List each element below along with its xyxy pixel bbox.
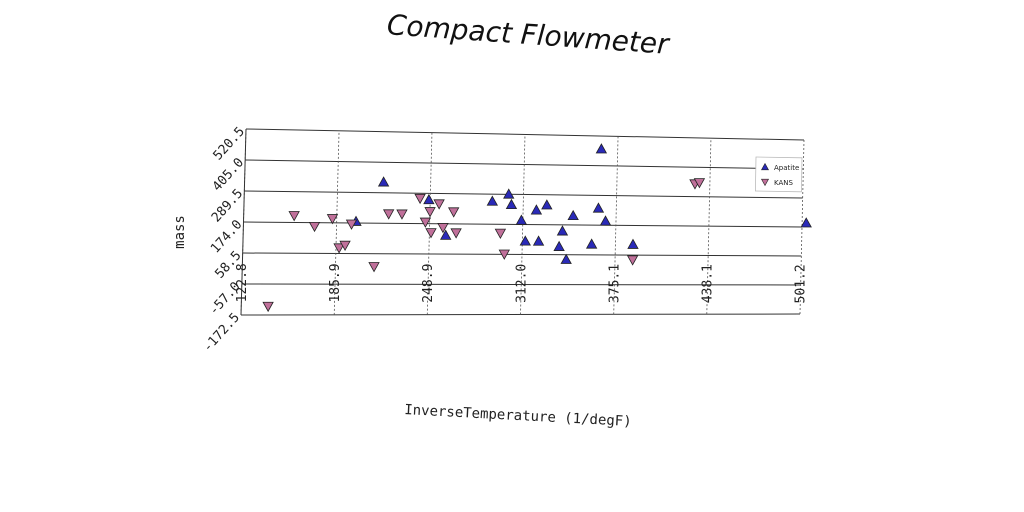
y-axis-spine bbox=[240, 128, 247, 316]
plot-area: -172.5-57.058.5174.0289.5405.0520.5122.8… bbox=[200, 124, 812, 355]
kans-point bbox=[425, 228, 437, 239]
kans-point bbox=[450, 228, 462, 239]
kans-point bbox=[262, 301, 274, 313]
apatite-point bbox=[486, 195, 499, 206]
kans-point bbox=[433, 199, 445, 210]
legend-box bbox=[754, 156, 803, 193]
apatite-point bbox=[505, 198, 518, 210]
y-tick-label: 289.5 bbox=[209, 186, 246, 225]
apatite-point bbox=[377, 176, 390, 187]
apatite-point bbox=[800, 217, 812, 228]
kans-point bbox=[448, 207, 460, 218]
x-tick-label: 501.2 bbox=[794, 264, 809, 303]
kans-point bbox=[424, 207, 436, 218]
apatite-point bbox=[595, 143, 608, 154]
apatite-point bbox=[553, 240, 565, 251]
x-axis-label: InverseTemperature (1/degF) bbox=[404, 402, 632, 430]
legend-label-apatite: Apatite bbox=[774, 164, 799, 172]
kans-point bbox=[308, 221, 321, 233]
kans-point bbox=[626, 255, 639, 266]
kans-point bbox=[498, 249, 510, 260]
v-gridline bbox=[799, 139, 805, 315]
x-tick-label: 122.8 bbox=[235, 263, 250, 302]
v-gridline bbox=[706, 138, 712, 315]
kans-point bbox=[383, 209, 395, 220]
kans-point bbox=[437, 223, 449, 234]
kans-point bbox=[326, 214, 339, 225]
apatite-point bbox=[515, 214, 528, 225]
y-tick-label: -172.5 bbox=[200, 310, 243, 355]
v-gridline bbox=[333, 130, 340, 315]
v-gridline bbox=[613, 136, 619, 315]
apatite-point bbox=[556, 225, 569, 236]
apatite-point bbox=[567, 209, 579, 221]
kans-point bbox=[339, 240, 351, 252]
kans-point bbox=[494, 228, 507, 239]
x-tick-label: 312.0 bbox=[514, 264, 529, 303]
apatite-point bbox=[541, 199, 553, 210]
x-tick-label: 375.1 bbox=[607, 264, 622, 303]
x-tick-label: 185.9 bbox=[328, 263, 343, 302]
kans-point bbox=[419, 217, 432, 228]
apatite-point bbox=[530, 204, 543, 215]
kans-point bbox=[396, 209, 408, 220]
x-tick-label: 438.1 bbox=[701, 264, 716, 303]
y-axis-label: mass bbox=[172, 215, 188, 249]
x-tick-label: 248.9 bbox=[421, 264, 436, 303]
chart-title: Compact Flowmeter bbox=[386, 8, 671, 61]
y-tick-label: 520.5 bbox=[211, 124, 248, 163]
apatite-point bbox=[599, 215, 612, 226]
apatite-point bbox=[519, 235, 531, 246]
apatite-point bbox=[532, 235, 545, 246]
legend: Apatite KANS bbox=[754, 156, 803, 193]
apatite-point bbox=[627, 238, 639, 249]
apatite-point bbox=[560, 253, 572, 264]
legend-marker-kans bbox=[760, 178, 770, 187]
apatite-point bbox=[585, 238, 598, 249]
legend-marker-apatite bbox=[760, 162, 770, 171]
apatite-point bbox=[592, 202, 605, 213]
legend-label-kans: KANS bbox=[774, 179, 793, 187]
apatite-point bbox=[503, 188, 515, 199]
kans-point bbox=[333, 243, 345, 254]
y-tick-label: 174.0 bbox=[208, 217, 245, 256]
kans-point bbox=[693, 178, 706, 189]
kans-point bbox=[345, 219, 358, 230]
kans-point bbox=[288, 211, 300, 222]
y-tick-label: 405.0 bbox=[210, 155, 247, 194]
apatite-point bbox=[440, 229, 452, 240]
kans-point bbox=[368, 262, 380, 273]
kans-point bbox=[414, 193, 426, 205]
apatite-point bbox=[423, 193, 435, 205]
